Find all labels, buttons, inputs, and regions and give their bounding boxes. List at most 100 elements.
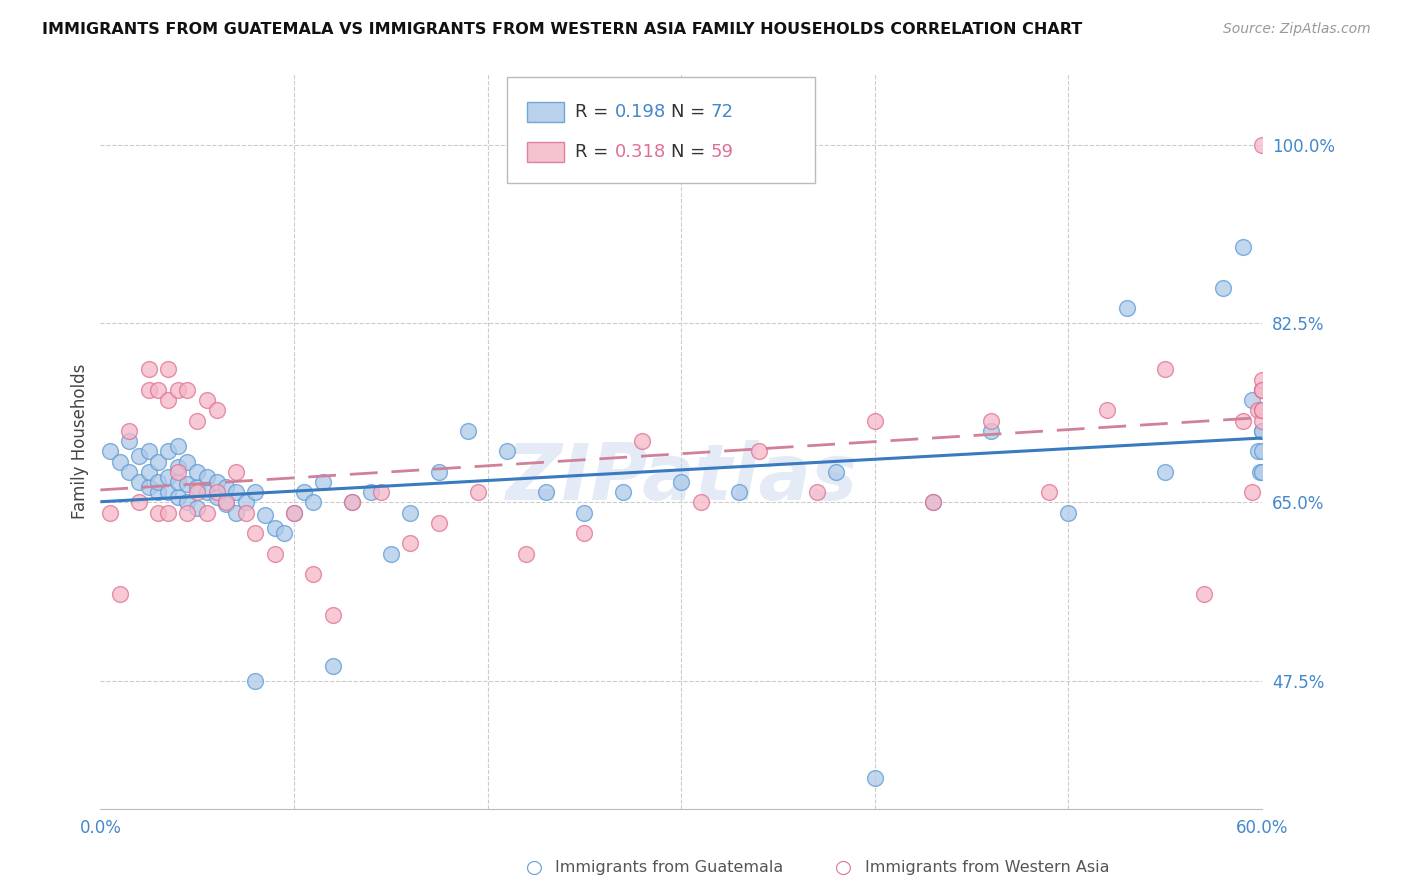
Point — [148, 485, 170, 500]
Point — [515, 547, 537, 561]
Point — [205, 485, 228, 500]
Point — [138, 465, 160, 479]
Text: R =: R = — [575, 103, 614, 121]
FancyBboxPatch shape — [527, 102, 564, 122]
Point — [1251, 424, 1274, 438]
Point — [245, 526, 267, 541]
Point — [273, 526, 295, 541]
Point — [612, 485, 634, 500]
Point — [215, 480, 238, 494]
Point — [370, 485, 392, 500]
Point — [108, 587, 131, 601]
Point — [574, 526, 596, 541]
Point — [1232, 414, 1254, 428]
Text: ○: ○ — [835, 857, 852, 877]
Text: 72: 72 — [710, 103, 734, 121]
Point — [138, 383, 160, 397]
Point — [322, 607, 344, 622]
Point — [1251, 444, 1274, 458]
Point — [128, 475, 150, 489]
Point — [148, 454, 170, 468]
Point — [1057, 506, 1080, 520]
Point — [148, 506, 170, 520]
Point — [1251, 383, 1274, 397]
Point — [1232, 240, 1254, 254]
Point — [118, 434, 141, 448]
Point — [1251, 383, 1274, 397]
Point — [235, 495, 257, 509]
Text: 0.198: 0.198 — [614, 103, 666, 121]
Point — [195, 485, 218, 500]
Point — [1192, 587, 1215, 601]
Point — [1038, 485, 1060, 500]
FancyBboxPatch shape — [508, 77, 815, 184]
Point — [205, 475, 228, 489]
Point — [118, 465, 141, 479]
Point — [225, 506, 247, 520]
Point — [1251, 403, 1274, 417]
Point — [166, 459, 188, 474]
Point — [467, 485, 489, 500]
Point — [157, 393, 180, 408]
Point — [1095, 403, 1118, 417]
Point — [1154, 362, 1177, 376]
Point — [215, 498, 238, 512]
Point — [205, 491, 228, 505]
Point — [1251, 465, 1274, 479]
Point — [399, 536, 422, 550]
Point — [138, 362, 160, 376]
Text: Source: ZipAtlas.com: Source: ZipAtlas.com — [1223, 22, 1371, 37]
Point — [825, 465, 848, 479]
Point — [245, 485, 267, 500]
Point — [980, 414, 1002, 428]
Point — [922, 495, 945, 509]
Text: 0.318: 0.318 — [614, 143, 666, 161]
Point — [1247, 403, 1270, 417]
Point — [1249, 465, 1271, 479]
Point — [176, 506, 198, 520]
Point — [806, 485, 828, 500]
Point — [302, 495, 325, 509]
Point — [157, 470, 180, 484]
Point — [312, 475, 335, 489]
Text: R =: R = — [575, 143, 614, 161]
Point — [235, 506, 257, 520]
Point — [98, 506, 121, 520]
Point — [186, 500, 208, 515]
Point — [1251, 373, 1274, 387]
Point — [283, 506, 305, 520]
Point — [157, 444, 180, 458]
Point — [98, 444, 121, 458]
Point — [399, 506, 422, 520]
Point — [340, 495, 363, 509]
Text: ○: ○ — [526, 857, 543, 877]
Point — [360, 485, 382, 500]
Point — [1212, 281, 1234, 295]
Point — [176, 383, 198, 397]
Point — [1241, 485, 1264, 500]
Point — [496, 444, 519, 458]
Point — [689, 495, 711, 509]
Point — [863, 772, 886, 786]
Point — [980, 424, 1002, 438]
Point — [340, 495, 363, 509]
Text: 59: 59 — [710, 143, 734, 161]
Point — [108, 454, 131, 468]
Point — [427, 516, 450, 530]
Point — [302, 566, 325, 581]
Y-axis label: Family Households: Family Households — [72, 363, 89, 519]
Point — [186, 465, 208, 479]
Point — [1251, 414, 1274, 428]
Text: Immigrants from Guatemala: Immigrants from Guatemala — [555, 860, 783, 874]
Point — [128, 450, 150, 464]
Point — [225, 465, 247, 479]
Point — [922, 495, 945, 509]
Point — [205, 403, 228, 417]
Point — [186, 485, 208, 500]
Point — [253, 508, 276, 522]
Point — [215, 495, 238, 509]
Point — [118, 424, 141, 438]
Point — [1251, 383, 1274, 397]
Point — [138, 480, 160, 494]
Text: N =: N = — [671, 103, 711, 121]
